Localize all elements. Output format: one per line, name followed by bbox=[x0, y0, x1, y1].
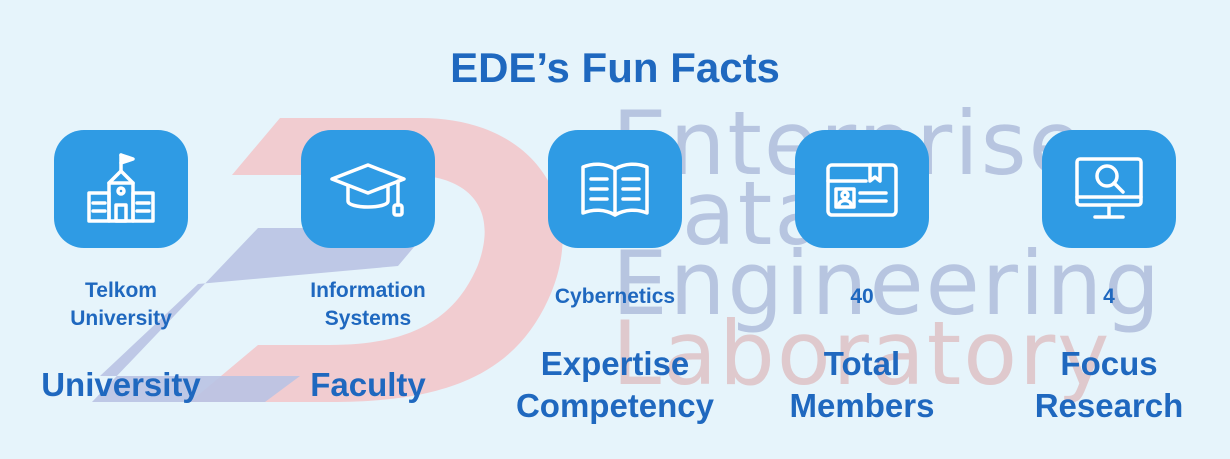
fact-label-research-line: Focus bbox=[1060, 345, 1158, 382]
fact-label-university: University bbox=[41, 366, 201, 403]
fact-label-expertise: Expertise Competency bbox=[495, 343, 735, 427]
fact-expertise: Cybernetics Expertise Competency bbox=[495, 0, 735, 459]
fact-value-university-line: University bbox=[70, 307, 172, 330]
fact-members: 40 Total Members bbox=[742, 0, 982, 459]
university-icon-tile bbox=[54, 130, 188, 248]
fact-faculty: Information Systems Faculty bbox=[248, 0, 488, 459]
fact-value-university: Telkom University bbox=[1, 277, 241, 333]
faculty-icon-tile bbox=[301, 130, 435, 248]
fact-label-research: Focus Research bbox=[989, 343, 1229, 427]
members-icon-tile bbox=[795, 130, 929, 248]
fact-label-faculty: Faculty bbox=[310, 366, 426, 403]
fact-value-faculty-line: Information bbox=[310, 279, 426, 302]
fact-value-members: 40 bbox=[850, 285, 874, 308]
fact-label-members-line: Total bbox=[823, 345, 901, 382]
monitor-search-icon bbox=[1075, 157, 1143, 219]
fact-label-expertise-line: Expertise bbox=[540, 345, 690, 382]
university-building-icon bbox=[87, 153, 155, 223]
fact-value-faculty: Information Systems bbox=[248, 277, 488, 333]
graduation-cap-icon bbox=[330, 163, 406, 217]
fact-value-university-line: Telkom bbox=[85, 279, 157, 302]
fact-label-members: Total Members bbox=[742, 343, 982, 427]
fact-university: Telkom University University bbox=[1, 0, 241, 459]
open-book-icon bbox=[581, 162, 649, 217]
fact-value-faculty-line: Systems bbox=[324, 307, 412, 330]
expertise-icon-tile bbox=[548, 130, 682, 248]
fact-label-expertise-line: Competency bbox=[515, 387, 715, 424]
fact-research: 4 Focus Research bbox=[989, 0, 1229, 459]
id-card-icon bbox=[826, 163, 898, 217]
watermark-line-laboratory: Laboratory bbox=[612, 302, 1112, 405]
fact-value-expertise: Cybernetics bbox=[554, 285, 676, 308]
research-icon-tile bbox=[1042, 130, 1176, 248]
page-title: EDE’s Fun Facts bbox=[450, 44, 780, 91]
fact-value-research: 4 bbox=[1103, 285, 1115, 308]
fact-label-research-line: Research bbox=[1034, 387, 1184, 424]
watermark-line-engineering: Engineering bbox=[612, 232, 1162, 335]
fact-label-members-line: Members bbox=[789, 387, 935, 424]
